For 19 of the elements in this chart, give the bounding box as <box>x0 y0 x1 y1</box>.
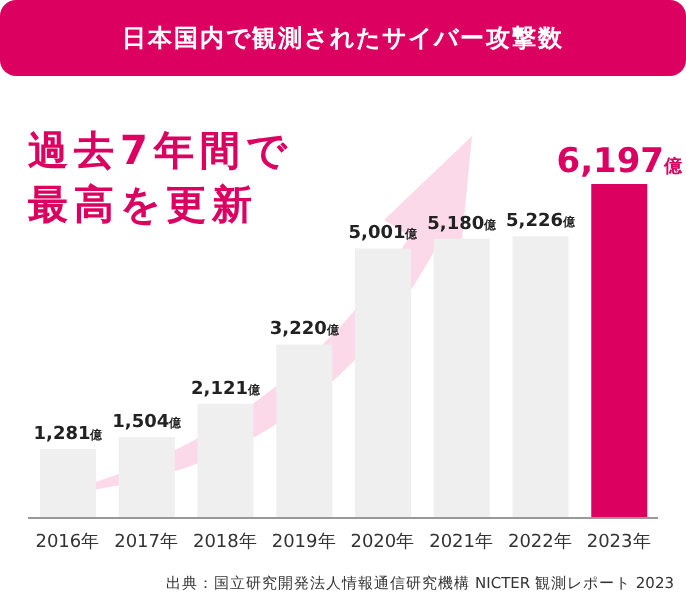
bar <box>118 436 175 518</box>
x-tick-label: 2017年 <box>114 530 179 553</box>
bar <box>197 403 254 518</box>
x-tick-label: 2018年 <box>192 530 257 553</box>
bar <box>355 248 411 518</box>
bar <box>433 238 490 518</box>
annotation: 過去7年間で最高を更新 <box>28 124 294 232</box>
bar <box>591 184 648 518</box>
x-tick-label: 2022年 <box>507 530 572 553</box>
data-label: 6,197億 <box>556 142 685 182</box>
bar <box>40 448 96 518</box>
bar <box>512 236 569 518</box>
x-tick-label: 2016年 <box>35 530 100 553</box>
x-tick-label: 2021年 <box>429 530 494 553</box>
x-tick-label: 2020年 <box>350 530 415 553</box>
chart-title: 日本国内で観測されたサイバー攻撃数 <box>0 0 686 76</box>
x-tick-label: 2023年 <box>586 530 651 553</box>
bar <box>276 344 333 518</box>
x-tick-label: 2019年 <box>271 530 336 553</box>
